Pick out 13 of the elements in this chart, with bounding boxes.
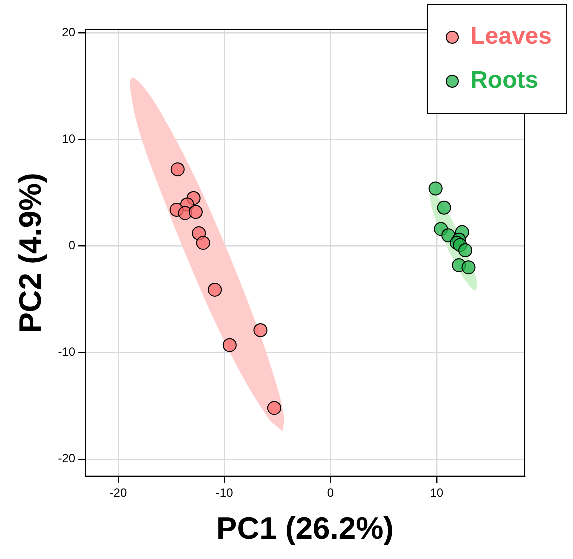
y-tick-label: 0: [68, 238, 76, 253]
y-axis-title: PC2 (4.9%): [13, 173, 48, 334]
legend-label: Leaves: [470, 22, 552, 52]
x-tick-label: 0: [327, 486, 334, 500]
x-tick-label: -20: [110, 486, 128, 500]
x-tick-label: -10: [216, 486, 234, 500]
y-tick-label: -10: [58, 345, 76, 360]
y-tick-label: -20: [58, 452, 76, 466]
x-axis-title: PC1 (26.2%): [216, 510, 394, 546]
y-tick-label: 20: [62, 26, 76, 40]
legend-label: Roots: [470, 66, 539, 96]
x-tick-label: 10: [430, 486, 444, 500]
y-tick-label: 10: [62, 132, 76, 146]
